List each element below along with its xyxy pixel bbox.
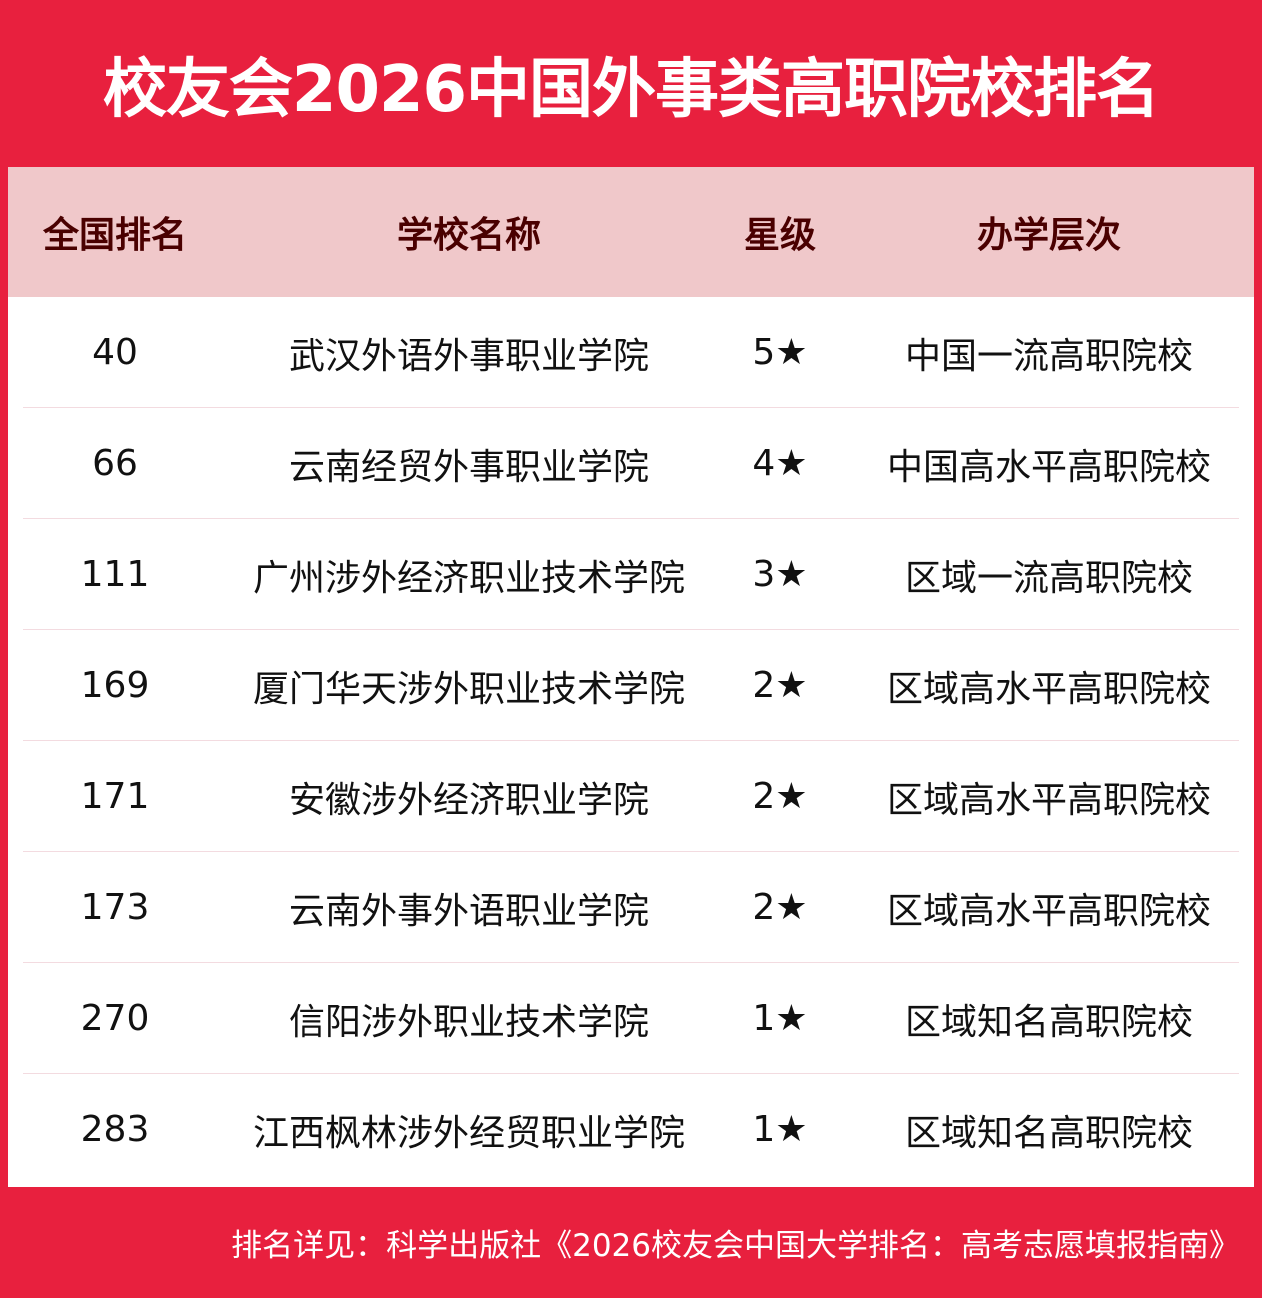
level-cell: 中国高水平高职院校: [886, 446, 1211, 488]
level-cell: 区域高水平高职院校: [886, 668, 1211, 710]
table-row: 40 武汉外语外事职业学院 5★ 中国一流高职院校: [8, 297, 1254, 408]
stars-cell: 1★: [752, 998, 808, 1039]
level-cell: 区域知名高职院校: [904, 1001, 1193, 1043]
stars-cell: 2★: [752, 665, 808, 706]
stars-cell: 1★: [752, 1109, 808, 1150]
level-cell: 区域一流高职院校: [904, 557, 1193, 599]
header-level: 办学层次: [976, 215, 1121, 256]
ranking-table: 全国排名 学校名称 星级 办学层次 40 武汉外语外事职业学院 5★ 中国一流高职院校…: [8, 167, 1254, 1187]
rank-cell: 171: [80, 776, 150, 817]
rank-cell: 270: [80, 998, 150, 1039]
header-stars: 星级: [743, 215, 816, 256]
table-row: 66 云南经贸外事职业学院 4★ 中国高水平高职院校: [8, 408, 1254, 519]
page-title: 校友会2026中国外事类高职院校排名: [102, 52, 1160, 127]
rank-cell: 40: [92, 332, 138, 373]
rank-cell: 111: [80, 554, 150, 595]
stars-cell: 3★: [752, 554, 808, 595]
table-row: 283 江西枫林涉外经贸职业学院 1★ 区域知名高职院校: [8, 1074, 1254, 1185]
school-name-cell: 云南经贸外事职业学院: [288, 446, 649, 488]
header-rank: 全国排名: [42, 215, 187, 256]
school-name-cell: 武汉外语外事职业学院: [288, 335, 649, 377]
level-cell: 区域知名高职院校: [904, 1112, 1193, 1154]
stars-cell: 4★: [752, 443, 808, 484]
level-cell: 中国一流高职院校: [904, 335, 1193, 377]
table-row: 111 广州涉外经济职业技术学院 3★ 区域一流高职院校: [8, 519, 1254, 630]
table-row: 173 云南外事外语职业学院 2★ 区域高水平高职院校: [8, 852, 1254, 963]
school-name-cell: 信阳涉外职业技术学院: [288, 1001, 649, 1043]
school-name-cell: 江西枫林涉外经贸职业学院: [252, 1112, 685, 1154]
level-cell: 区域高水平高职院校: [886, 890, 1211, 932]
rank-cell: 169: [80, 665, 150, 706]
rank-cell: 173: [80, 887, 150, 928]
school-name-cell: 厦门华天涉外职业技术学院: [252, 668, 685, 710]
table-row: 169 厦门华天涉外职业技术学院 2★ 区域高水平高职院校: [8, 630, 1254, 741]
stars-cell: 2★: [752, 887, 808, 928]
source-footer: 排名详见：科学出版社《2026校友会中国大学排名：高考志愿填报指南》: [0, 1187, 1262, 1298]
header-school-name: 学校名称: [396, 215, 541, 256]
table-row: 270 信阳涉外职业技术学院 1★ 区域知名高职院校: [8, 963, 1254, 1074]
stars-cell: 5★: [752, 332, 808, 373]
school-name-cell: 广州涉外经济职业技术学院: [252, 557, 685, 599]
stars-cell: 2★: [752, 776, 808, 817]
rank-cell: 66: [92, 443, 138, 484]
rank-cell: 283: [80, 1109, 150, 1150]
school-name-cell: 安徽涉外经济职业学院: [288, 779, 649, 821]
table-header: 全国排名 学校名称 星级 办学层次: [8, 167, 1254, 297]
source-note: 排名详见：科学出版社《2026校友会中国大学排名：高考志愿填报指南》: [231, 1228, 1240, 1264]
table-row: 171 安徽涉外经济职业学院 2★ 区域高水平高职院校: [8, 741, 1254, 852]
school-name-cell: 云南外事外语职业学院: [288, 890, 649, 932]
level-cell: 区域高水平高职院校: [886, 779, 1211, 821]
